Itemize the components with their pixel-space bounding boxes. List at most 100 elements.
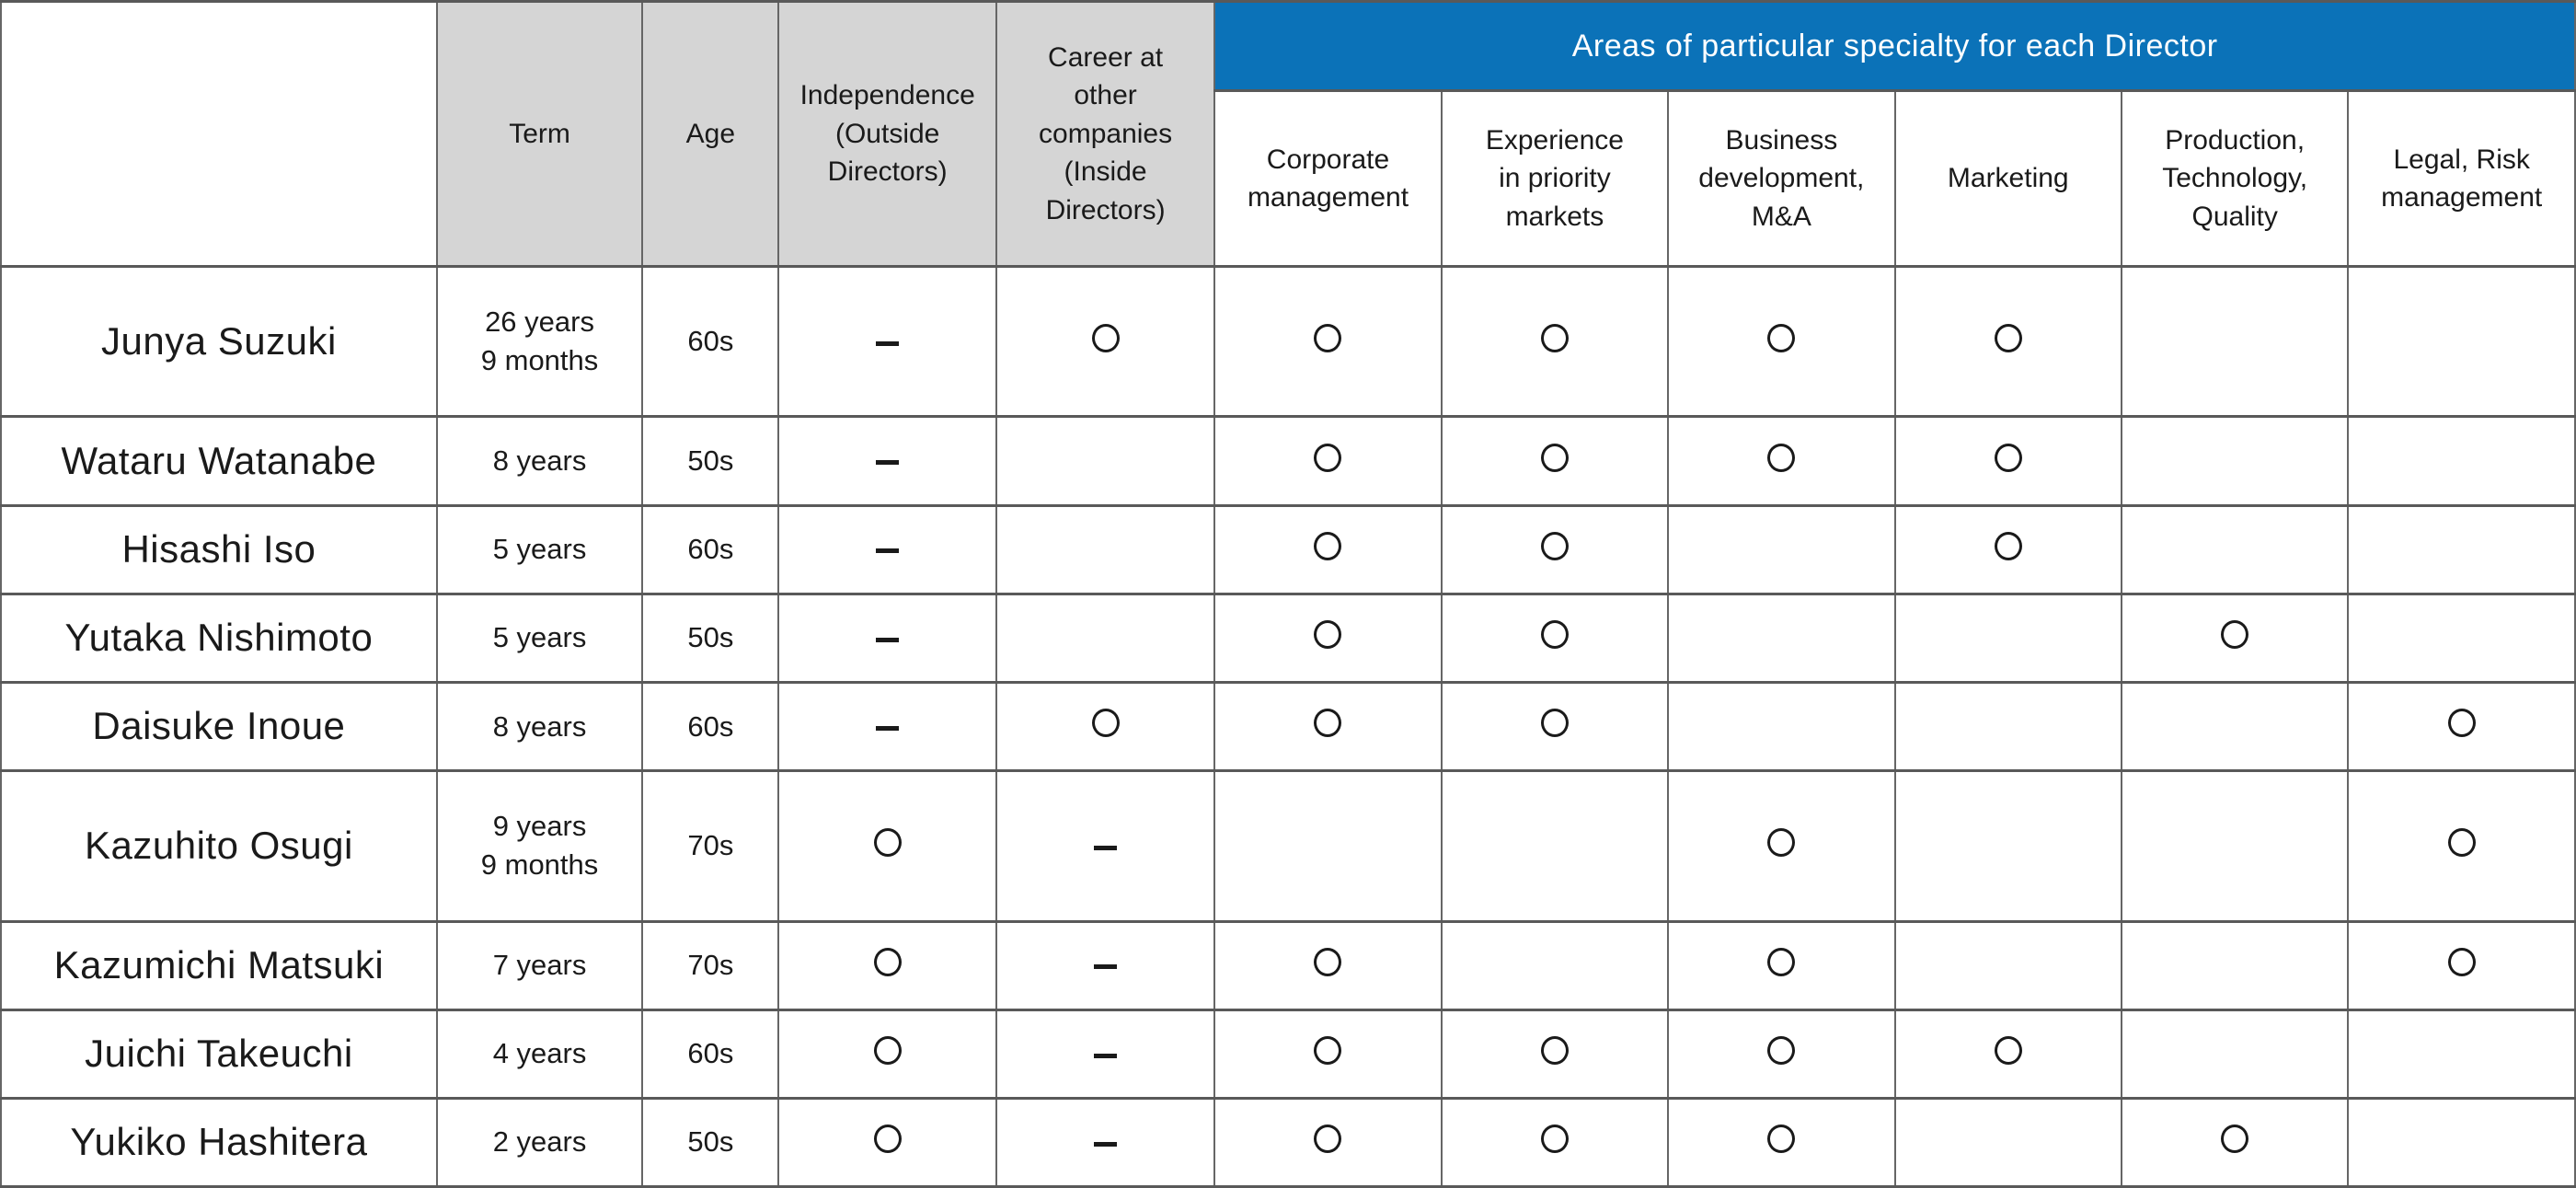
- term-cell: 5 years: [435, 503, 644, 595]
- independence-column-header: Independence (Outside Directors): [777, 0, 997, 268]
- production-technology-mark-cell: [2120, 1008, 2350, 1100]
- independence-mark-cell: [777, 1096, 997, 1188]
- circle-mark: [1540, 708, 1569, 737]
- circle-mark: [1091, 708, 1120, 737]
- independence-mark-cell: [777, 592, 997, 684]
- circle-mark: [1994, 323, 2022, 352]
- specialty-header-legal-risk: Legal, Risk management: [2347, 89, 2576, 268]
- circle-mark: [1314, 323, 1342, 352]
- circle-mark: [1314, 1124, 1342, 1153]
- circle-mark: [1540, 443, 1569, 472]
- legal-risk-mark-cell: [2347, 919, 2576, 1011]
- specialty-header-business-development: Business development, M&A: [1667, 89, 1896, 268]
- circle-mark: [1994, 1035, 2022, 1065]
- career-mark-cell: [995, 1096, 1216, 1188]
- dash-mark: [1094, 845, 1118, 850]
- table-row: Kazumichi Matsuki 7 years 70s: [0, 919, 2576, 1011]
- marketing-mark-cell: [1893, 264, 2122, 419]
- career-mark-cell: [995, 415, 1216, 507]
- career-mark-cell: [995, 769, 1216, 923]
- circle-mark: [1314, 531, 1342, 560]
- business-development-mark-cell: [1667, 680, 1896, 773]
- circle-mark: [2447, 827, 2476, 857]
- circle-mark: [2447, 947, 2476, 976]
- career-mark-cell: [995, 264, 1216, 419]
- circle-mark: [1540, 1035, 1569, 1065]
- table-body: Junya Suzuki 26 years 9 months 60s Wataru W…: [0, 264, 2576, 1188]
- director-name-cell: Yutaka Nishimoto: [0, 592, 438, 684]
- director-name-cell: Kazumichi Matsuki: [0, 919, 438, 1011]
- table-row: Hisashi Iso 5 years 60s: [0, 503, 2576, 595]
- circle-mark: [1314, 708, 1342, 737]
- dash-mark: [876, 460, 900, 466]
- career-mark-cell: [995, 919, 1216, 1011]
- independence-mark-cell: [777, 264, 997, 419]
- production-technology-mark-cell: [2120, 415, 2350, 507]
- corporate-management-mark-cell: [1213, 680, 1443, 773]
- circle-mark: [2447, 708, 2476, 737]
- director-name-cell: Junya Suzuki: [0, 264, 438, 419]
- priority-markets-mark-cell: [1440, 769, 1670, 923]
- circle-mark: [873, 947, 902, 976]
- business-development-mark-cell: [1667, 1008, 1896, 1100]
- priority-markets-mark-cell: [1440, 503, 1670, 595]
- marketing-mark-cell: [1893, 1008, 2122, 1100]
- circle-mark: [1994, 531, 2022, 560]
- priority-markets-mark-cell: [1440, 415, 1670, 507]
- circle-mark: [2221, 619, 2249, 649]
- circle-mark: [2221, 1124, 2249, 1153]
- independence-mark-cell: [777, 415, 997, 507]
- career-column-header: Career at other companies (Inside Direct…: [995, 0, 1216, 268]
- legal-risk-mark-cell: [2347, 415, 2576, 507]
- specialty-banner: Areas of particular specialty for each D…: [1213, 0, 2576, 92]
- priority-markets-mark-cell: [1440, 680, 1670, 773]
- circle-mark: [1314, 619, 1342, 649]
- dash-mark: [876, 340, 900, 346]
- dash-mark: [876, 725, 900, 731]
- term-cell: 9 years 9 months: [435, 769, 644, 923]
- independence-mark-cell: [777, 919, 997, 1011]
- production-technology-mark-cell: [2120, 592, 2350, 684]
- age-cell: 60s: [641, 1008, 780, 1100]
- independence-mark-cell: [777, 1008, 997, 1100]
- dash-mark: [876, 548, 900, 554]
- business-development-mark-cell: [1667, 1096, 1896, 1188]
- name-column-header: [0, 0, 438, 268]
- marketing-mark-cell: [1893, 919, 2122, 1011]
- circle-mark: [1314, 443, 1342, 472]
- independence-mark-cell: [777, 503, 997, 595]
- age-cell: 70s: [641, 919, 780, 1011]
- age-cell: 50s: [641, 415, 780, 507]
- legal-risk-mark-cell: [2347, 503, 2576, 595]
- circle-mark: [1540, 619, 1569, 649]
- circle-mark: [1767, 443, 1796, 472]
- legal-risk-mark-cell: [2347, 680, 2576, 773]
- corporate-management-mark-cell: [1213, 592, 1443, 684]
- dash-mark: [1094, 964, 1118, 970]
- specialty-header-priority-markets: Experience in priority markets: [1440, 89, 1670, 268]
- business-development-mark-cell: [1667, 415, 1896, 507]
- specialty-header-marketing: Marketing: [1893, 89, 2122, 268]
- circle-mark: [1767, 827, 1796, 857]
- corporate-management-mark-cell: [1213, 415, 1443, 507]
- age-cell: 70s: [641, 769, 780, 923]
- director-name-cell: Kazuhito Osugi: [0, 769, 438, 923]
- term-cell: 8 years: [435, 415, 644, 507]
- production-technology-mark-cell: [2120, 1096, 2350, 1188]
- director-name-cell: Wataru Watanabe: [0, 415, 438, 507]
- table-row: Yutaka Nishimoto 5 years 50s: [0, 592, 2576, 684]
- priority-markets-mark-cell: [1440, 592, 1670, 684]
- term-cell: 2 years: [435, 1096, 644, 1188]
- director-name-cell: Juichi Takeuchi: [0, 1008, 438, 1100]
- production-technology-mark-cell: [2120, 503, 2350, 595]
- term-cell: 7 years: [435, 919, 644, 1011]
- age-cell: 60s: [641, 680, 780, 773]
- marketing-mark-cell: [1893, 592, 2122, 684]
- circle-mark: [1314, 1035, 1342, 1065]
- circle-mark: [1767, 1035, 1796, 1065]
- table-row: Wataru Watanabe 8 years 50s: [0, 415, 2576, 507]
- legal-risk-mark-cell: [2347, 1096, 2576, 1188]
- production-technology-mark-cell: [2120, 680, 2350, 773]
- circle-mark: [1540, 1124, 1569, 1153]
